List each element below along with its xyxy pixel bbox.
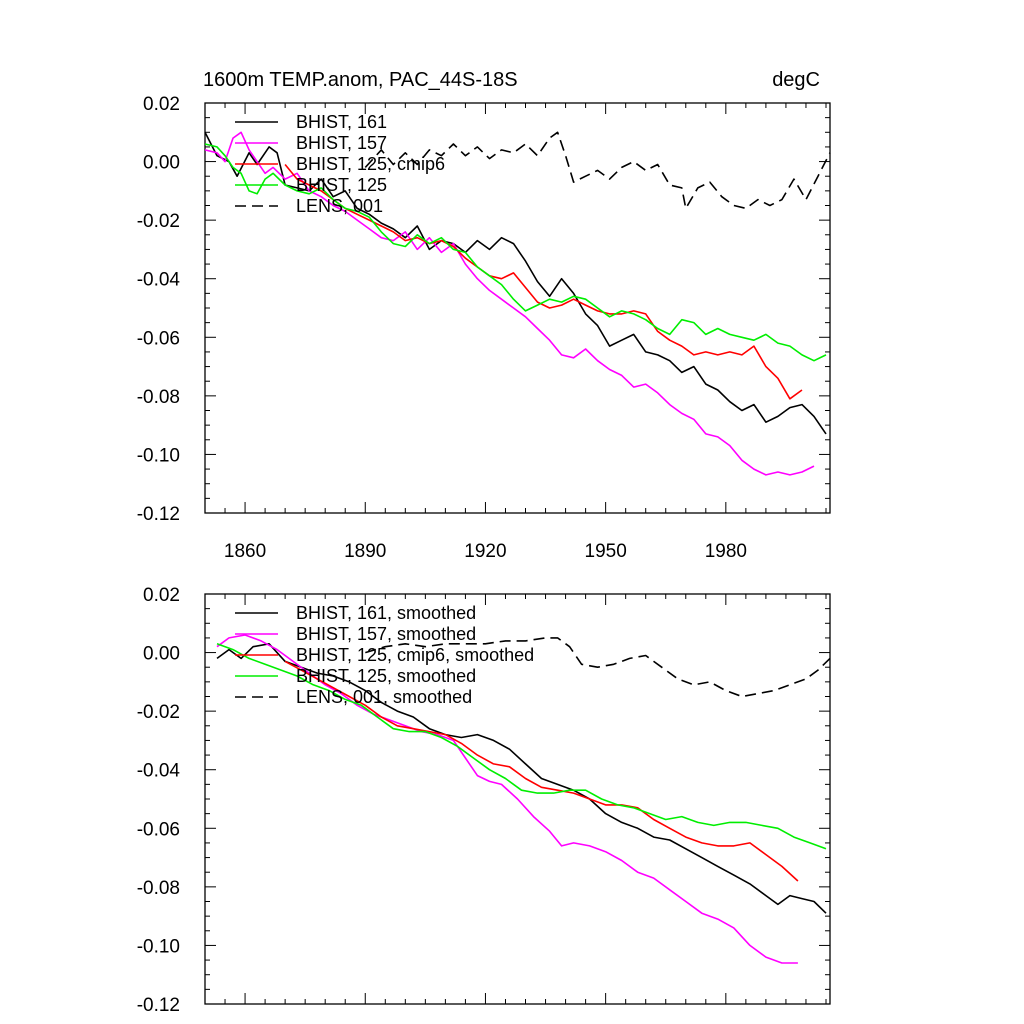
series-line	[284, 163, 803, 400]
legend-label: BHIST, 161	[296, 112, 387, 132]
legend-label: LENS, 001, smoothed	[296, 687, 472, 707]
x-tick-label: 1980	[705, 541, 747, 562]
panel-bottom: 0.02 0.00 -0.02 -0.04 -0.06 -0.08 -0.10 -0.12 BH…	[137, 585, 831, 1016]
x-tick-label: 1860	[224, 541, 266, 562]
legend-label: BHIST, 125, cmip6, smoothed	[296, 645, 534, 665]
series-line	[204, 143, 827, 362]
y-tick-label: 0.02	[143, 94, 180, 115]
x-tick-label: 1890	[344, 541, 386, 562]
y-tick-label: 0.00	[143, 153, 180, 174]
panel-top: 1600m TEMP.anom, PAC_44S-18S degC 1860 18…	[137, 69, 831, 562]
y-tick-label: 0.02	[143, 585, 180, 606]
y-tick-label: -0.08	[137, 878, 180, 899]
legend-label: LENS, 001	[296, 196, 383, 216]
series-line	[284, 660, 799, 882]
y-tick-label: -0.06	[137, 328, 180, 349]
series-line	[204, 131, 827, 435]
y-tick-label: -0.04	[137, 761, 181, 782]
legend-label: BHIST, 125	[296, 175, 387, 195]
series-line	[216, 643, 827, 914]
series-line	[365, 637, 831, 698]
legend-label: BHIST, 125, smoothed	[296, 666, 476, 686]
y-tick-label: -0.12	[137, 995, 180, 1016]
x-tick-label: 1950	[585, 541, 627, 562]
legend-label: BHIST, 161, smoothed	[296, 603, 476, 623]
y-tick-label: -0.08	[137, 387, 180, 408]
legend-label: BHIST, 157, smoothed	[296, 624, 476, 644]
y-tick-label: -0.04	[137, 270, 181, 291]
chart-title: 1600m TEMP.anom, PAC_44S-18S	[203, 69, 518, 91]
series-line	[204, 131, 815, 476]
y-tick-label: -0.10	[137, 936, 180, 957]
y-tick-label: -0.12	[137, 504, 180, 525]
x-tick-label: 1920	[464, 541, 506, 562]
y-tick-label: 0.00	[143, 644, 180, 665]
y-tick-label: -0.02	[137, 211, 180, 232]
y-tick-label: -0.02	[137, 702, 180, 723]
y-tick-label: -0.06	[137, 819, 180, 840]
series-line	[364, 131, 831, 210]
legend-label: BHIST, 157	[296, 133, 387, 153]
units-label: degC	[772, 69, 820, 91]
series-line	[216, 643, 827, 850]
legend-label: BHIST, 125, cmip6	[296, 154, 445, 174]
y-tick-label: -0.10	[137, 445, 180, 466]
